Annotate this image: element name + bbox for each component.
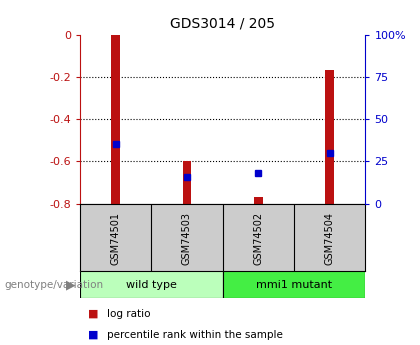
Bar (326, 70, 334, 206)
Text: log ratio: log ratio (107, 309, 151, 319)
Text: ■: ■ (88, 309, 99, 319)
Text: percentile rank within the sample: percentile rank within the sample (107, 330, 283, 339)
Text: wild type: wild type (126, 280, 177, 289)
Text: genotype/variation: genotype/variation (4, 280, 103, 289)
Text: ■: ■ (88, 330, 99, 339)
Text: GSM74502: GSM74502 (253, 211, 263, 265)
Text: GSM74503: GSM74503 (182, 211, 192, 265)
Text: GSM74504: GSM74504 (325, 211, 335, 265)
FancyBboxPatch shape (223, 272, 365, 298)
Text: ▶: ▶ (66, 278, 76, 291)
FancyBboxPatch shape (80, 272, 223, 298)
Bar (254, 197, 262, 204)
Bar (183, 161, 191, 206)
Bar (111, 34, 120, 204)
Text: mmi1 mutant: mmi1 mutant (256, 280, 332, 289)
Title: GDS3014 / 205: GDS3014 / 205 (170, 17, 275, 31)
Text: GSM74501: GSM74501 (110, 211, 121, 265)
